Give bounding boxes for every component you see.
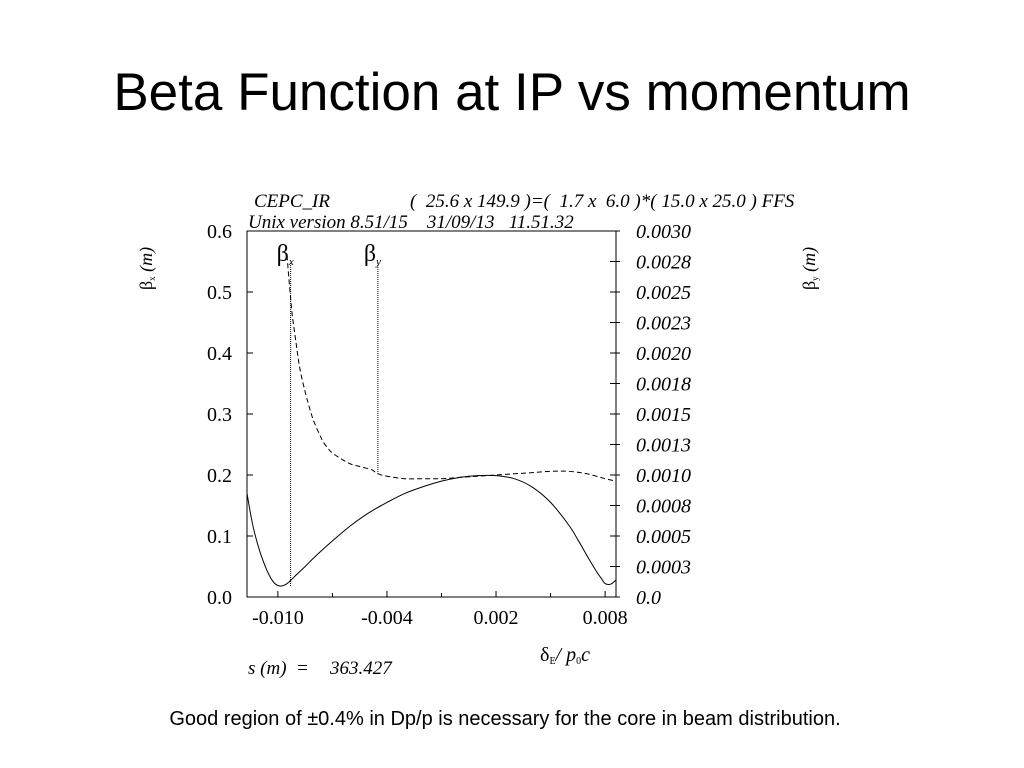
slide-title: Beta Function at IP vs momentum [113,63,911,122]
series-layer [246,255,617,587]
plot-area-border [246,230,617,598]
s-position-label: s (m) = [248,658,309,679]
right-axis-title: βy (m) [799,247,820,290]
left-tick-label: 0.5 [207,282,232,304]
beta-x-line [246,474,617,587]
left-tick-label: 0.0 [207,587,232,609]
left-tick-label: 0.1 [207,526,232,548]
right-tick-label: 0.0013 [636,435,691,457]
plot-header-name: CEPC_IR [254,191,330,212]
left-tick-label: 0.2 [207,465,232,487]
right-tick-label: 0.0005 [636,526,691,548]
left-tick-label: 0.4 [207,343,232,365]
right-tick-label: 0.0030 [636,221,691,243]
left-tick-label: 0.6 [207,221,232,243]
plot-header-version: Unix version 8.51/15 31/09/13 11.51.32 [248,212,574,233]
right-axis: 0.0 0.0003 0.0005 0.0008 0.0010 0.0013 0.0015 0… [610,221,691,609]
left-axis-title: βx (m) [136,247,157,290]
beta-min-markers: βx βy [277,241,381,587]
plot-frame [246,230,617,598]
beta-marker-label: βx [277,241,294,268]
x-tick-label: 0.008 [583,607,628,629]
right-tick-label: 0.0028 [636,252,691,274]
slide-caption: Good region of ±0.4% in Dp/p is necessar… [169,708,841,730]
right-tick-label: 0.0008 [636,496,691,518]
x-tick-label: -0.004 [361,607,413,629]
x-axis: -0.010 -0.004 0.002 0.008 [252,591,628,629]
beta-chart: CEPC_IR ( 25.6 x 149.9 )=( 1.7 x 6.0 )*(… [136,191,820,679]
beta-marker-label: βy [364,241,381,268]
right-tick-label: 0.0023 [636,313,691,335]
left-tick-label: 0.3 [207,404,232,426]
x-axis-title: δE/ p0c [540,644,590,667]
right-tick-label: 0.0015 [636,404,691,426]
plot-header-params: ( 25.6 x 149.9 )=( 1.7 x 6.0 )*( 15.0 x … [410,191,795,212]
x-tick-label: 0.002 [474,607,519,629]
right-tick-label: 0.0003 [636,557,691,579]
right-tick-label: 0.0020 [636,343,691,365]
right-tick-label: 0.0010 [636,465,691,487]
left-axis: 0.0 0.1 0.2 0.3 0.4 0.5 0.6 [207,221,253,609]
right-tick-label: 0.0018 [636,374,691,396]
s-position-value: 363.427 [329,658,393,679]
right-tick-label: 0.0 [636,587,661,609]
x-tick-label: -0.010 [252,607,304,629]
beta-y-line [286,255,617,482]
right-tick-label: 0.0025 [636,282,691,304]
